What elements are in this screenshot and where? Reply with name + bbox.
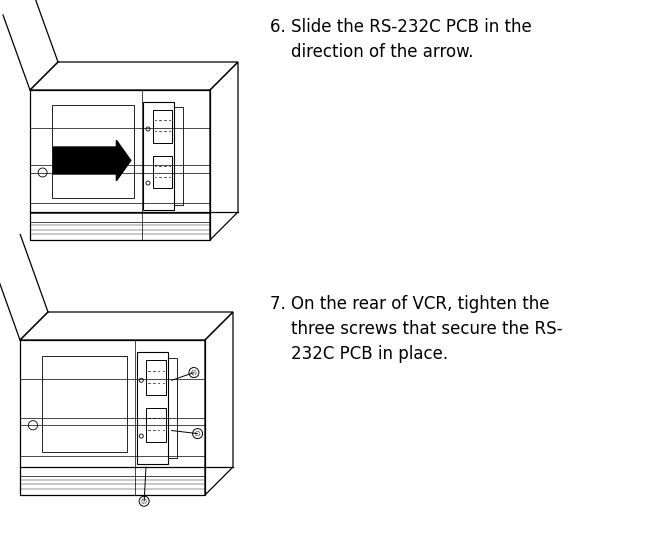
Text: 6. Slide the RS-232C PCB in the
    direction of the arrow.: 6. Slide the RS-232C PCB in the directio… xyxy=(270,18,532,61)
Text: 7. On the rear of VCR, tighten the
    three screws that secure the RS-
    232C: 7. On the rear of VCR, tighten the three… xyxy=(270,295,562,363)
FancyArrow shape xyxy=(53,140,131,181)
